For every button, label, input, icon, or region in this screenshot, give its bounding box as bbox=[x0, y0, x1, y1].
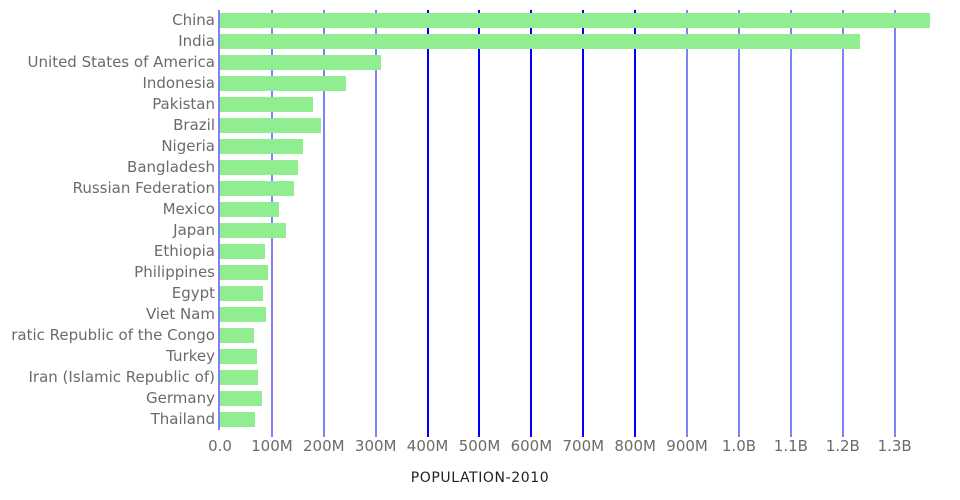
category-label: Thailand bbox=[150, 409, 215, 428]
x-tick-mark bbox=[841, 430, 844, 437]
gridline bbox=[426, 10, 429, 430]
bar[interactable] bbox=[220, 243, 266, 260]
bar[interactable] bbox=[220, 285, 263, 302]
gridline bbox=[634, 10, 637, 430]
gridline bbox=[270, 10, 273, 430]
category-label: India bbox=[178, 31, 215, 50]
x-tick-label: 700M bbox=[562, 437, 605, 455]
x-tick-mark bbox=[634, 430, 637, 437]
x-tick-mark bbox=[737, 430, 740, 437]
category-label: Bangladesh bbox=[127, 157, 215, 176]
category-label: Egypt bbox=[171, 283, 215, 302]
x-tick-mark bbox=[789, 430, 792, 437]
bar[interactable] bbox=[220, 201, 280, 218]
gridline bbox=[789, 10, 792, 430]
plot-area bbox=[218, 10, 931, 430]
x-tick-mark bbox=[686, 430, 689, 437]
x-tick-mark bbox=[582, 430, 585, 437]
x-tick-label: 500M bbox=[458, 437, 501, 455]
category-axis-labels: China India United States of America Indone… bbox=[0, 10, 220, 430]
gridline bbox=[737, 10, 740, 430]
x-tick-mark bbox=[426, 430, 429, 437]
bar[interactable] bbox=[220, 369, 259, 386]
bar[interactable] bbox=[220, 75, 346, 92]
x-tick-mark bbox=[530, 430, 533, 437]
category-label: Russian Federation bbox=[72, 178, 215, 197]
gridline bbox=[374, 10, 377, 430]
bar[interactable] bbox=[220, 264, 269, 281]
category-label: Ethiopia bbox=[153, 241, 215, 260]
category-label: Brazil bbox=[173, 115, 215, 134]
bar[interactable] bbox=[220, 117, 322, 134]
x-tick-label: 1.1B bbox=[773, 437, 808, 455]
bar[interactable] bbox=[220, 159, 299, 176]
x-tick-label: 200M bbox=[302, 437, 345, 455]
category-label: Japan bbox=[173, 220, 215, 239]
bar[interactable] bbox=[220, 96, 313, 113]
category-label: Germany bbox=[146, 388, 215, 407]
gridline bbox=[530, 10, 533, 430]
bar[interactable] bbox=[220, 348, 258, 365]
category-label: Nigeria bbox=[161, 136, 215, 155]
bar[interactable] bbox=[220, 180, 295, 197]
x-axis-title: POPULATION-2010 bbox=[410, 470, 550, 486]
x-tick-label: 300M bbox=[354, 437, 397, 455]
category-label: Turkey bbox=[166, 346, 215, 365]
x-tick-mark bbox=[322, 430, 325, 437]
category-label: Philippines bbox=[134, 262, 215, 281]
x-tick-mark bbox=[478, 430, 481, 437]
x-tick-label: 1.0B bbox=[721, 437, 757, 455]
value-axis: 0.0 100M 200M 300M 400M 500M 600M 700M 800M 900M 1… bbox=[208, 430, 931, 460]
category-label: China bbox=[172, 10, 215, 29]
bar[interactable] bbox=[220, 33, 861, 50]
bar[interactable] bbox=[220, 12, 931, 29]
gridline bbox=[841, 10, 844, 430]
category-label: Viet Nam bbox=[145, 304, 215, 323]
gridline bbox=[582, 10, 585, 430]
x-tick-label: 900M bbox=[666, 437, 708, 455]
gridline bbox=[893, 10, 896, 430]
category-label: ratic Republic of the Congo bbox=[11, 325, 215, 344]
bar[interactable] bbox=[220, 222, 287, 239]
gridline bbox=[686, 10, 689, 430]
y-axis-line bbox=[218, 10, 220, 430]
bar[interactable] bbox=[220, 390, 263, 407]
bar[interactable] bbox=[220, 138, 303, 155]
x-tick-mark bbox=[270, 430, 273, 437]
category-label: Indonesia bbox=[142, 73, 215, 92]
x-tick-mark bbox=[893, 430, 896, 437]
x-tick-label: 400M bbox=[406, 437, 449, 455]
bar[interactable] bbox=[220, 306, 266, 323]
x-tick-label: 1.3B bbox=[877, 437, 912, 455]
category-label: Iran (Islamic Republic of) bbox=[28, 367, 216, 386]
gridline bbox=[322, 10, 325, 430]
category-label: United States of America bbox=[27, 52, 215, 71]
gridline bbox=[478, 10, 481, 430]
x-tick-label: 800M bbox=[614, 437, 656, 455]
bar[interactable] bbox=[220, 411, 255, 428]
bar[interactable] bbox=[220, 327, 255, 344]
x-tick-mark bbox=[374, 430, 377, 437]
x-tick-label: 1.2B bbox=[825, 437, 860, 455]
category-label: Pakistan bbox=[152, 94, 215, 113]
bar[interactable] bbox=[220, 54, 381, 71]
x-tick-label: 100M bbox=[251, 437, 293, 455]
x-tick-label: 600M bbox=[510, 437, 553, 455]
x-tick-label: 0.0 bbox=[208, 437, 232, 455]
category-label: Mexico bbox=[162, 199, 215, 218]
